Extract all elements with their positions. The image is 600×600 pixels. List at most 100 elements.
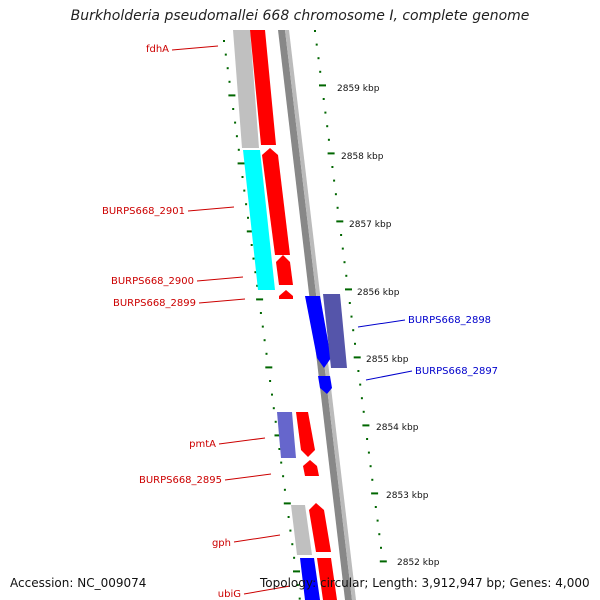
minor-tick: [296, 584, 299, 586]
cds-BURPS668_2897[interactable]: [318, 376, 332, 394]
cds-BURPS668_2898[interactable]: [305, 296, 331, 368]
major-tick: [379, 560, 387, 563]
cds-fdhA[interactable]: [250, 30, 276, 145]
minor-tick: [350, 315, 353, 318]
gene-leader-line: [357, 319, 406, 328]
minor-tick: [261, 325, 264, 328]
cds-BURPS668_2901[interactable]: [262, 148, 290, 255]
minor-tick: [380, 546, 382, 549]
major-tick: [336, 220, 344, 223]
minor-tick: [376, 519, 379, 522]
gene-label[interactable]: BURPS668_2895: [139, 475, 222, 486]
cds-gph[interactable]: [309, 503, 331, 552]
minor-tick: [369, 465, 372, 468]
major-tick: [265, 366, 273, 369]
major-tick: [246, 230, 254, 233]
minor-tick: [271, 393, 273, 396]
minor-tick: [278, 448, 281, 450]
major-tick: [345, 288, 352, 291]
major-tick: [353, 356, 361, 359]
minor-tick: [340, 234, 343, 236]
scale-label: 2858 kbp: [341, 152, 384, 162]
minor-tick: [283, 488, 286, 491]
minor-tick: [357, 370, 360, 372]
minor-tick: [327, 138, 330, 141]
minor-tick: [314, 30, 316, 32]
gene-leader-line: [218, 437, 266, 445]
minor-tick: [235, 135, 238, 138]
gene-label[interactable]: pmtA: [189, 439, 216, 450]
accession-text: Accession: NC_009074: [10, 576, 147, 590]
minor-tick: [341, 247, 344, 250]
cds-ubiG[interactable]: [317, 558, 337, 600]
minor-tick: [263, 339, 266, 342]
minor-tick: [333, 179, 336, 182]
gene-label[interactable]: BURPS668_2901: [102, 206, 185, 217]
outer-tick-track: [314, 30, 387, 563]
cds-BURPS668_2899[interactable]: [279, 290, 293, 299]
gene-label[interactable]: BURPS668_2899: [113, 298, 196, 309]
scale-label: 2857 kbp: [349, 220, 392, 230]
feature-cyan-2901: [243, 150, 275, 290]
minor-tick: [287, 516, 290, 518]
gene-leader-line: [196, 276, 244, 282]
minor-tick: [282, 475, 285, 478]
minor-tick: [259, 312, 262, 314]
minor-tick: [324, 111, 327, 114]
minor-tick: [252, 257, 255, 260]
minor-tick: [224, 53, 227, 56]
scale-label: 2854 kbp: [376, 423, 419, 433]
gene-leader-line: [233, 534, 281, 543]
minor-tick: [326, 125, 329, 128]
minor-tick: [223, 40, 225, 42]
minor-tick: [272, 407, 275, 410]
major-tick: [327, 152, 335, 155]
minor-tick: [366, 438, 369, 440]
minor-tick: [265, 352, 268, 355]
scale-label: 2853 kbp: [386, 491, 429, 501]
minor-tick: [367, 451, 370, 454]
map-title: Burkholderia pseudomallei 668 chromosome…: [70, 8, 530, 24]
feature-blue-ubiG: [300, 558, 320, 600]
minor-tick: [291, 543, 294, 546]
cds-BURPS668_2895[interactable]: [303, 460, 319, 476]
gene-leader-line: [171, 45, 219, 51]
minor-tick: [237, 148, 240, 151]
minor-tick: [298, 597, 301, 600]
minor-tick: [322, 98, 325, 100]
minor-tick: [247, 216, 249, 219]
minor-tick: [243, 189, 246, 192]
minor-tick: [374, 506, 377, 508]
minor-tick: [345, 274, 348, 277]
minor-tick: [269, 380, 272, 382]
gene-label[interactable]: BURPS668_2898: [408, 315, 491, 326]
major-tick: [293, 570, 300, 573]
topology-text: Topology: circular; Length: 3,912,947 bp…: [260, 576, 590, 590]
cds-BURPS668_2900[interactable]: [276, 255, 293, 285]
gene-label[interactable]: fdhA: [146, 44, 169, 55]
cds-pmtA[interactable]: [296, 412, 315, 457]
scale-labels: 2859 kbp 2858 kbp 2857 kbp 2856 kbp 2855 kbp…: [337, 84, 440, 568]
major-tick: [237, 162, 245, 165]
minor-tick: [274, 420, 277, 423]
minor-tick: [245, 203, 248, 206]
major-tick: [371, 492, 379, 495]
gene-leader-line: [187, 206, 235, 212]
minor-tick: [234, 121, 237, 124]
gene-label[interactable]: BURPS668_2900: [111, 276, 194, 287]
minor-tick: [359, 383, 362, 386]
scale-label: 2852 kbp: [397, 558, 440, 568]
minor-tick: [352, 329, 355, 332]
gene-label[interactable]: ubiG: [218, 589, 241, 600]
scale-label: 2856 kbp: [357, 288, 400, 298]
gene-label[interactable]: BURPS668_2897: [415, 366, 498, 377]
gene-label[interactable]: gph: [212, 538, 231, 549]
gene-leader-line: [243, 585, 291, 595]
minor-tick: [280, 461, 283, 464]
minor-tick: [378, 533, 381, 536]
gene-labels: fdhA BURPS668_2901 BURPS668_2900 BURPS668_2…: [102, 44, 498, 600]
feature-purple-2898: [323, 294, 347, 368]
minor-tick: [293, 556, 296, 559]
